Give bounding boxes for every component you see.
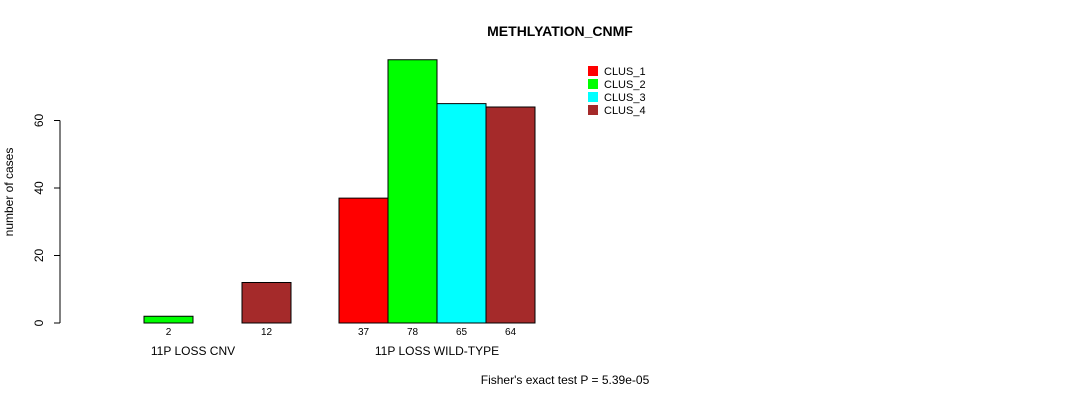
bar-1-clus_3 [436,103,487,324]
y-axis-label: number of cases [2,148,16,237]
bar-1-clus_1 [338,197,389,324]
y-axis: 0 20 40 60 [32,114,61,326]
category-labels: 11P LOSS CNV 11P LOSS WILD-TYPE [151,344,499,358]
fisher-test-annotation: Fisher's exact test P = 5.39e-05 [481,373,650,387]
y-tick-label-0: 0 [32,319,46,326]
category-label-1: 11P LOSS WILD-TYPE [375,344,499,358]
legend-swatch-clus_3 [588,92,598,102]
y-tick-label-20: 20 [32,249,46,263]
legend-label-clus_2: CLUS_2 [604,79,646,91]
chart-title: METHLYATION_CNMF [487,23,633,39]
bar-label-0-clus_4: 12 [261,327,273,338]
bar-0-clus_4 [241,282,292,324]
legend-label-clus_3: CLUS_3 [604,92,646,104]
legend-label-clus_4: CLUS_4 [604,105,646,117]
legend-swatch-clus_2 [588,79,598,89]
bar-1-clus_4 [485,106,536,324]
category-label-0: 11P LOSS CNV [151,344,235,358]
bar-label-1-clus_1: 37 [358,327,370,338]
bar-0-clus_2 [143,315,194,324]
bar-1-clus_2 [387,59,438,324]
y-tick-label-40: 40 [32,181,46,195]
bar-label-1-clus_3: 65 [456,327,468,338]
bar-labels: 2 12 37 78 65 64 [166,327,517,338]
bar-label-0-clus_2: 2 [166,327,172,338]
legend-swatch-clus_4 [588,105,598,115]
bars [143,59,536,324]
bar-label-1-clus_4: 64 [505,327,517,338]
legend-swatch-clus_1 [588,66,598,76]
y-tick-label-60: 60 [32,114,46,128]
bar-label-1-clus_2: 78 [407,327,419,338]
legend-label-clus_1: CLUS_1 [604,66,646,78]
